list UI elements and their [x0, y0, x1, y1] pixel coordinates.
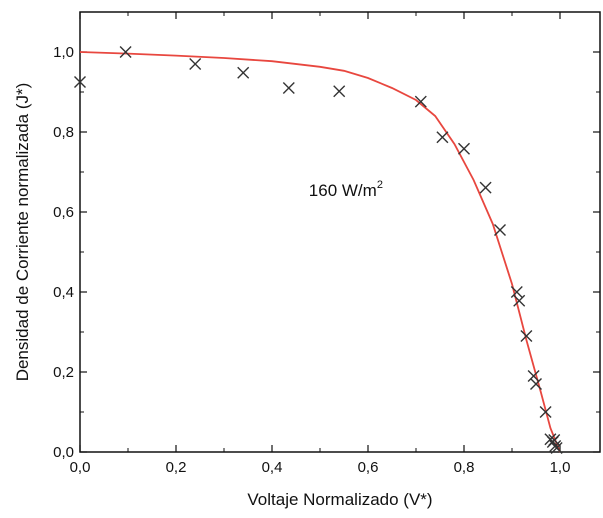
data-point-marker [74, 76, 86, 88]
y-tick-label: 0,0 [53, 444, 74, 461]
plot-frame [79, 11, 601, 453]
x-tick-label: 1,0 [550, 459, 571, 476]
fit-curve-line [79, 51, 561, 453]
data-point-marker [530, 378, 542, 390]
data-point-marker [520, 330, 533, 342]
data-point-marker [513, 294, 526, 307]
annotation-superscript: 2 [377, 179, 383, 191]
y-axis-title: Densidad de Corriente normalizada (J*) [13, 83, 32, 382]
data-point-marker [237, 66, 250, 79]
data-point-marker [458, 142, 470, 155]
x-tick-label: 0,0 [70, 459, 91, 476]
data-point-marker [510, 286, 523, 298]
y-tick-label: 0,6 [53, 204, 74, 221]
y-tick-label: 1,0 [53, 44, 74, 61]
data-point-marker [333, 85, 346, 98]
axis-ticks [79, 12, 600, 453]
data-point-marker [436, 131, 449, 144]
y-axis-tick-labels: 0,0 0,2 0,4 0,6 0,8 1,0 [53, 44, 74, 461]
data-point-marker [539, 406, 552, 418]
x-axis-title: Voltaje Normalizado (V*) [247, 490, 432, 509]
irradiance-annotation: 160 W/m2 [309, 179, 383, 200]
data-point-marker [479, 181, 492, 194]
x-tick-label: 0,4 [262, 459, 283, 476]
y-tick-label: 0,8 [53, 124, 74, 141]
data-point-marker [494, 224, 506, 236]
data-point-marker [527, 370, 540, 382]
data-markers [74, 46, 563, 454]
data-point-marker [550, 442, 563, 454]
x-axis-tick-labels: 0,0 0,2 0,4 0,6 0,8 1,0 [70, 459, 571, 476]
x-tick-label: 0,8 [454, 459, 475, 476]
data-point-marker [282, 82, 295, 94]
data-point-marker [119, 46, 132, 58]
data-point-marker [189, 58, 202, 70]
y-tick-label: 0,4 [53, 284, 74, 301]
annotation-text: 160 W/m [309, 181, 377, 200]
y-tick-label: 0,2 [53, 364, 74, 381]
x-tick-label: 0,6 [358, 459, 379, 476]
data-point-marker [414, 95, 427, 108]
x-tick-label: 0,2 [166, 459, 187, 476]
